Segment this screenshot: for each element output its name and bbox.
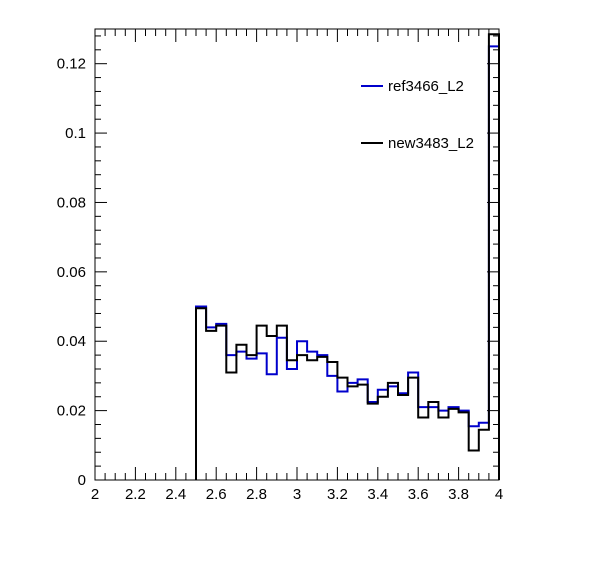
legend-label: new3483_L2 bbox=[388, 135, 474, 152]
y-tick-label: 0.02 bbox=[57, 403, 86, 420]
y-tick-label: 0.08 bbox=[57, 194, 86, 211]
legend-label: ref3466_L2 bbox=[388, 78, 464, 95]
x-tick-label: 2.6 bbox=[206, 486, 227, 503]
x-tick-label: 3 bbox=[293, 486, 301, 503]
series-line-ref3466_L2 bbox=[195, 45, 500, 480]
y-tick-label: 0.06 bbox=[57, 264, 86, 281]
y-tick-label: 0.12 bbox=[57, 56, 86, 73]
x-tick-label: 2.2 bbox=[125, 486, 146, 503]
x-tick-label: 4 bbox=[495, 486, 503, 503]
series-line-new3483_L2 bbox=[195, 33, 500, 480]
y-tick-label: 0 bbox=[78, 472, 86, 489]
x-tick-label: 3.6 bbox=[408, 486, 429, 503]
x-tick-label: 2 bbox=[91, 486, 99, 503]
x-tick-label: 3.2 bbox=[327, 486, 348, 503]
y-tick-label: 0.1 bbox=[65, 125, 86, 142]
y-tick-label: 0.04 bbox=[57, 333, 86, 350]
x-tick-label: 3.4 bbox=[367, 486, 388, 503]
x-tick-label: 2.4 bbox=[165, 486, 186, 503]
x-tick-label: 3.8 bbox=[448, 486, 469, 503]
x-tick-label: 2.8 bbox=[246, 486, 267, 503]
